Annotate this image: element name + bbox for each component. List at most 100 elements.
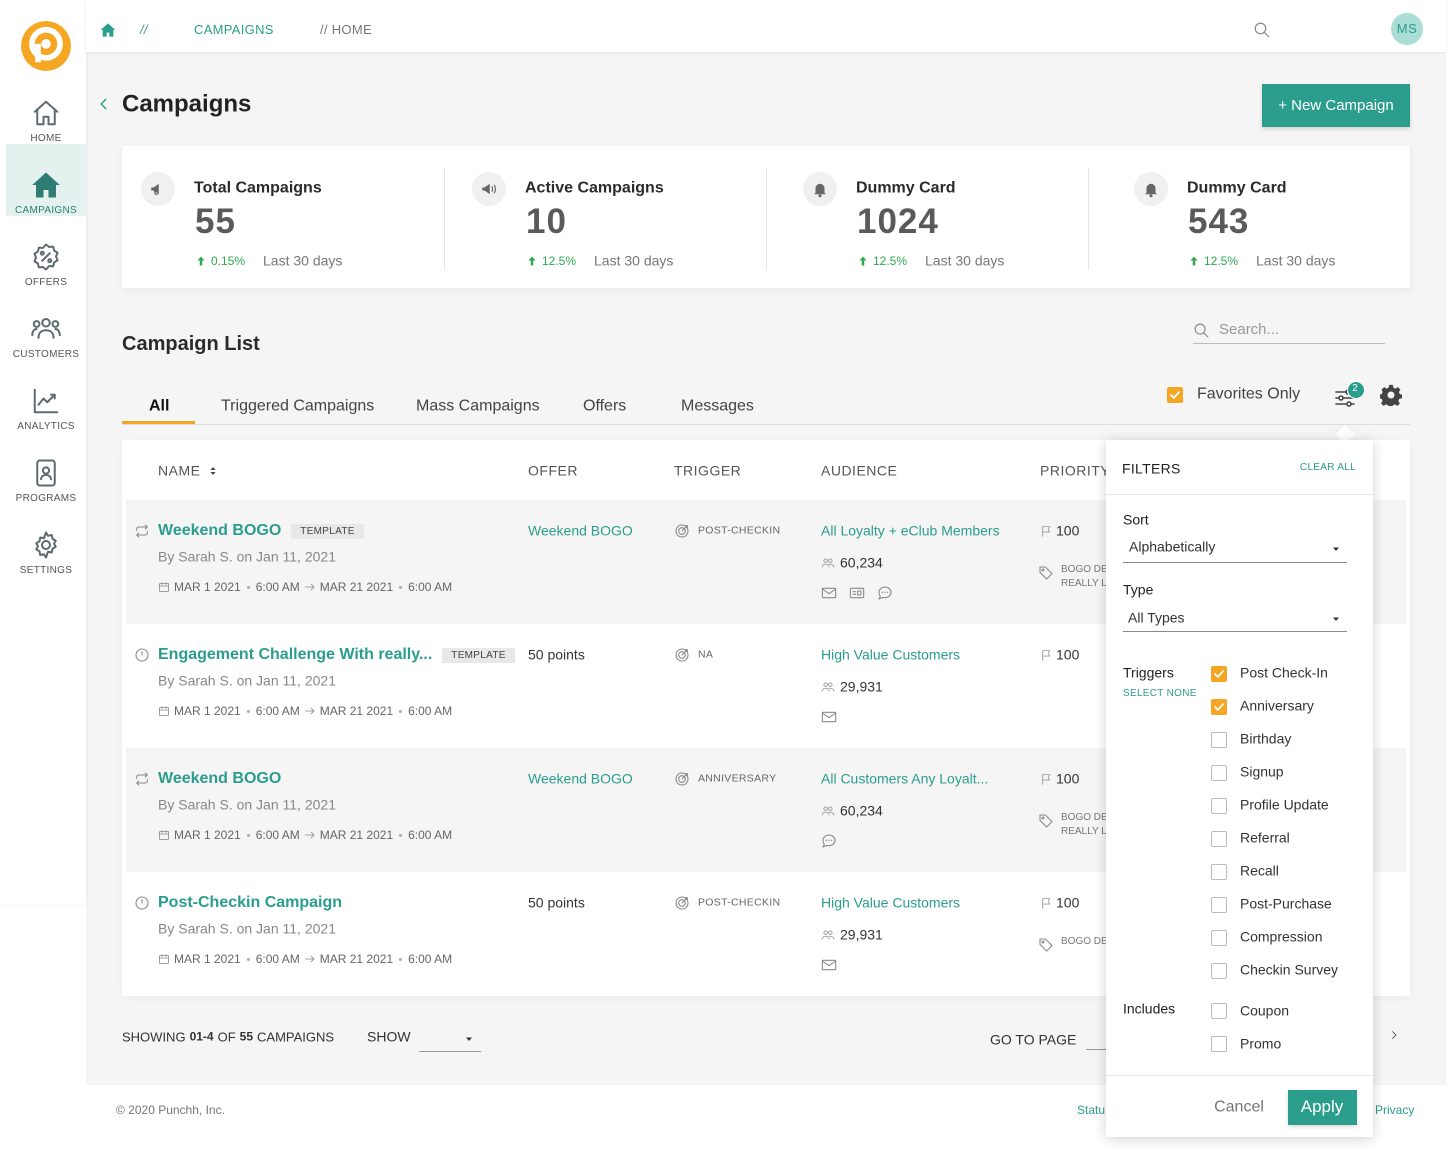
trigger-icon [675, 648, 689, 662]
checkbox[interactable] [1167, 387, 1183, 403]
show-select[interactable] [419, 1051, 481, 1052]
trigger-option[interactable]: Profile Update [1240, 796, 1329, 813]
campaign-name[interactable]: Engagement Challenge With really... [158, 646, 433, 663]
checkbox[interactable] [1211, 930, 1227, 946]
checkbox[interactable] [1211, 1036, 1227, 1052]
select-none[interactable]: SELECT NONE [1123, 688, 1197, 699]
page-title: Campaigns [122, 90, 252, 118]
flag-icon [1041, 897, 1050, 909]
sort-value[interactable]: Alphabetically [1129, 538, 1216, 555]
nav-label[interactable]: CAMPAIGNS [15, 205, 77, 216]
nav-label[interactable]: OFFERS [24, 277, 68, 288]
campaign-author: By Sarah S. on Jan 11, 2021 [158, 796, 336, 813]
tab[interactable]: Mass Campaigns [416, 397, 540, 415]
campaign-name[interactable]: Weekend BOGO [158, 522, 282, 539]
date-line: MAR 1 2021 6:00 AM MAR 21 2021 6:00 AM [158, 952, 452, 966]
avatar[interactable] [1391, 13, 1423, 45]
trigger-option[interactable]: Recall [1240, 862, 1279, 879]
campaign-author: By Sarah S. on Jan 11, 2021 [158, 548, 336, 565]
trigger-option[interactable]: Anniversary [1240, 697, 1314, 714]
end-time: 6:00 AM [408, 704, 453, 718]
trigger-option[interactable]: Post Check-In [1240, 664, 1328, 681]
audience[interactable]: All Customers Any Loyalt... [821, 770, 989, 787]
favorites-label[interactable]: Favorites Only [1197, 385, 1301, 403]
trigger-option[interactable]: Birthday [1240, 730, 1292, 747]
trigger-option[interactable]: Referral [1240, 829, 1290, 846]
page-input[interactable] [1086, 1049, 1116, 1050]
channel-sms [849, 587, 865, 599]
checkbox[interactable] [1211, 765, 1227, 781]
checkbox[interactable] [1211, 699, 1227, 715]
audience[interactable]: All Loyalty + eClub Members [821, 522, 1000, 539]
stat-up-icon [1190, 256, 1198, 266]
campaign-name[interactable]: Post-Checkin Campaign [158, 894, 343, 911]
status-link[interactable]: Statu [1077, 1102, 1106, 1117]
trigger-option[interactable]: Checkin Survey [1240, 961, 1339, 978]
showing-part: OF [217, 1029, 236, 1045]
checkbox[interactable] [1211, 666, 1227, 682]
audience[interactable]: High Value Customers [821, 646, 961, 663]
stat-title: Total Campaigns [194, 179, 322, 197]
filters-divider [1106, 494, 1373, 495]
apply-button[interactable] [1288, 1090, 1357, 1125]
checkbox[interactable] [1211, 864, 1227, 880]
checkbox[interactable] [1211, 831, 1227, 847]
flag-icon [1041, 525, 1050, 537]
cancel-button[interactable]: Cancel [1214, 1098, 1264, 1116]
clear-all[interactable]: CLEAR ALL [1299, 462, 1356, 473]
copyright: © 2020 Punchh, Inc. [116, 1102, 225, 1117]
end-time: 6:00 AM [408, 580, 453, 594]
showing-line: SHOWING 01-4 OF 55 CAMPAIGNS [122, 1030, 334, 1045]
tab[interactable]: Messages [681, 397, 754, 415]
row-title-line: Weekend BOGO [158, 770, 281, 788]
tab[interactable]: All [149, 397, 170, 415]
trigger-option[interactable]: Compression [1240, 928, 1323, 945]
apply-label: Apply [1300, 1096, 1344, 1116]
offer[interactable]: Weekend BOGO [528, 522, 633, 539]
checkbox[interactable] [1211, 1003, 1227, 1019]
row-type-icon [136, 772, 148, 786]
nav-label[interactable]: PROGRAMS [15, 493, 77, 504]
checkbox[interactable] [1211, 732, 1227, 748]
nav-label[interactable]: SETTINGS [19, 565, 73, 576]
start-date: MAR 1 2021 [174, 704, 241, 718]
end-date: MAR 21 2021 [319, 580, 394, 594]
people-icon [821, 558, 835, 568]
stat-period: Last 30 days [263, 252, 343, 269]
trigger-option[interactable]: Post-Purchase [1240, 895, 1332, 912]
topbar [86, 0, 1446, 52]
checkbox[interactable] [1211, 897, 1227, 913]
row-type-icon [135, 648, 149, 662]
date-line: MAR 1 2021 6:00 AM MAR 21 2021 6:00 AM [158, 704, 452, 718]
search-input[interactable]: Search... [1219, 321, 1280, 338]
nav-label[interactable]: ANALYTICS [17, 421, 75, 432]
trigger-option[interactable]: Signup [1240, 763, 1284, 780]
offer[interactable]: Weekend BOGO [528, 770, 633, 787]
audience[interactable]: High Value Customers [821, 894, 961, 911]
stat-period: Last 30 days [1256, 252, 1336, 269]
new-campaign-button[interactable] [1262, 84, 1410, 127]
checkbox[interactable] [1211, 798, 1227, 814]
checkbox[interactable] [1211, 963, 1227, 979]
privacy-link[interactable]: Privacy [1375, 1102, 1415, 1117]
campaign-name[interactable]: Weekend BOGO [158, 770, 282, 787]
include-option[interactable]: Coupon [1240, 1002, 1290, 1019]
flag-icon [1041, 773, 1050, 785]
breadcrumb[interactable]: // [140, 22, 148, 38]
tab[interactable]: Triggered Campaigns [221, 397, 375, 415]
column-header[interactable]: NAME [158, 462, 201, 479]
type-value[interactable]: All Types [1128, 609, 1185, 626]
calendar-icon [159, 706, 169, 716]
check-icon [1214, 703, 1224, 711]
stat-value: 10 [526, 202, 567, 241]
breadcrumb[interactable]: CAMPAIGNS [194, 22, 274, 38]
include-option[interactable]: Promo [1240, 1035, 1282, 1052]
dot [246, 957, 250, 961]
tab[interactable]: Offers [583, 397, 627, 415]
go-to-page-label: GO TO PAGE [990, 1031, 1077, 1048]
priority: 100 [1056, 894, 1080, 911]
nav-label[interactable]: CUSTOMERS [12, 349, 80, 360]
stat-title: Active Campaigns [525, 179, 664, 197]
nav-label[interactable]: HOME [30, 133, 62, 144]
